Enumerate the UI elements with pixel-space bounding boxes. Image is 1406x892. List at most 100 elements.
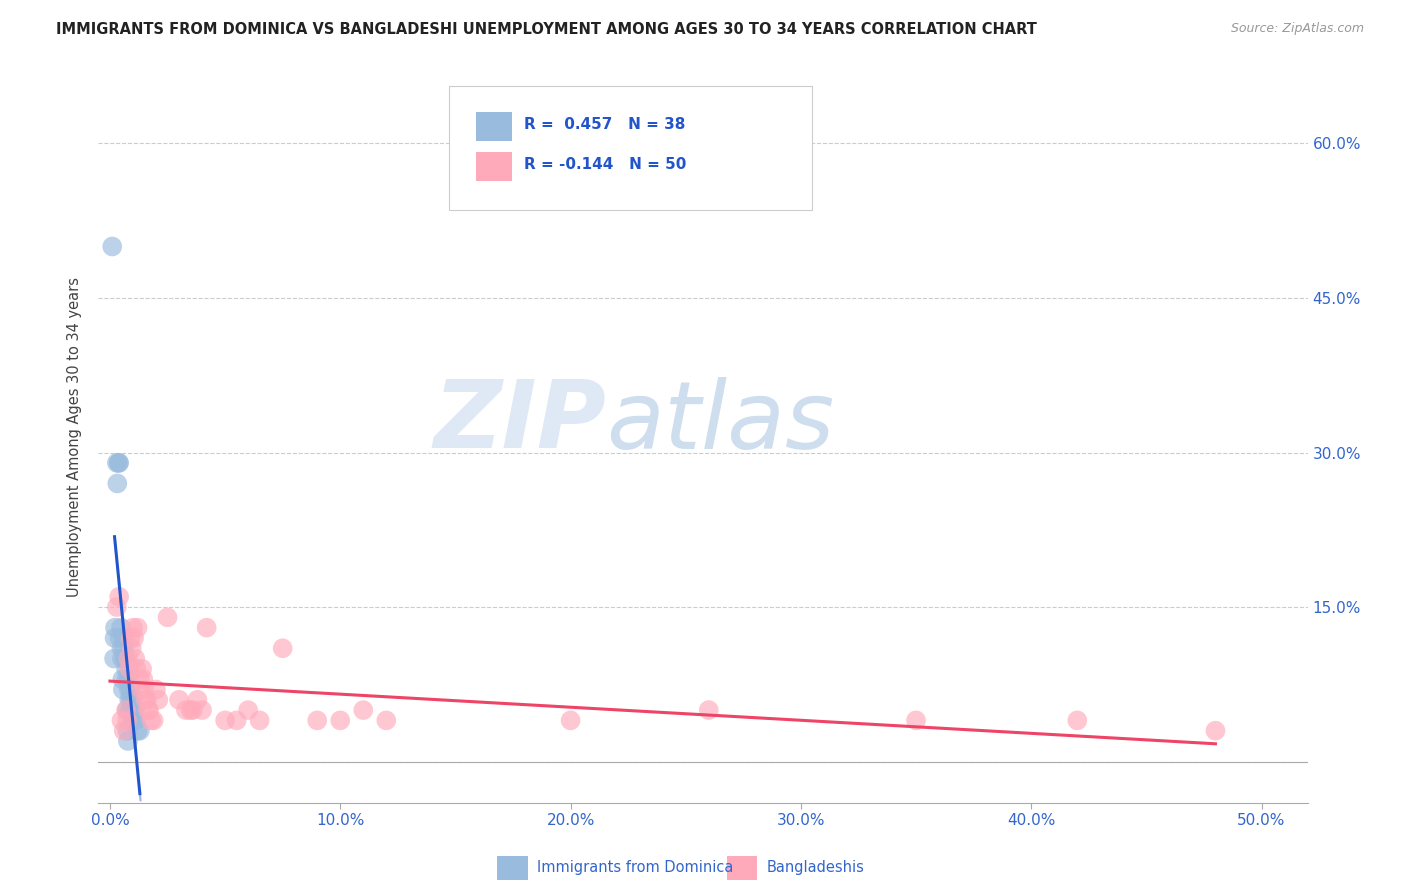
- Point: [105, 476, 128, 491]
- Point: [560, 714, 582, 728]
- Point: [117, 672, 139, 686]
- Text: Source: ZipAtlas.com: Source: ZipAtlas.com: [1230, 22, 1364, 36]
- Text: R = -0.144   N = 50: R = -0.144 N = 50: [524, 158, 686, 172]
- Point: [111, 651, 134, 665]
- Point: [112, 631, 135, 645]
- Point: [127, 723, 149, 738]
- Point: [117, 723, 139, 738]
- Point: [114, 651, 136, 665]
- Point: [115, 662, 138, 676]
- Point: [105, 600, 128, 615]
- Point: [136, 703, 159, 717]
- Point: [117, 651, 139, 665]
- Point: [120, 682, 142, 697]
- Point: [121, 714, 143, 728]
- FancyBboxPatch shape: [498, 856, 527, 880]
- Text: R =  0.457   N = 38: R = 0.457 N = 38: [524, 117, 685, 132]
- Point: [110, 641, 132, 656]
- Point: [127, 621, 149, 635]
- Point: [120, 631, 142, 645]
- Text: Bangladeshis: Bangladeshis: [768, 860, 865, 875]
- Point: [121, 703, 143, 717]
- Point: [142, 714, 165, 728]
- Point: [132, 672, 155, 686]
- Point: [115, 714, 138, 728]
- Y-axis label: Unemployment Among Ages 30 to 34 years: Unemployment Among Ages 30 to 34 years: [67, 277, 83, 597]
- Point: [115, 703, 138, 717]
- Point: [174, 703, 197, 717]
- Point: [104, 621, 127, 635]
- Point: [121, 641, 143, 656]
- Point: [112, 641, 135, 656]
- Point: [115, 703, 138, 717]
- Point: [156, 610, 179, 624]
- Point: [129, 682, 152, 697]
- Point: [122, 693, 145, 707]
- Point: [105, 456, 128, 470]
- Point: [352, 703, 374, 717]
- Point: [110, 714, 132, 728]
- Point: [307, 714, 329, 728]
- FancyBboxPatch shape: [475, 112, 512, 141]
- Point: [138, 703, 160, 717]
- Point: [236, 703, 259, 717]
- FancyBboxPatch shape: [449, 86, 811, 211]
- Point: [122, 631, 145, 645]
- Point: [329, 714, 352, 728]
- Point: [118, 693, 141, 707]
- Point: [195, 621, 218, 635]
- Point: [124, 651, 146, 665]
- Point: [225, 714, 247, 728]
- Point: [214, 714, 236, 728]
- Point: [111, 672, 134, 686]
- Text: atlas: atlas: [606, 377, 835, 468]
- Point: [122, 714, 145, 728]
- Point: [120, 693, 142, 707]
- Point: [112, 723, 135, 738]
- Point: [180, 703, 202, 717]
- Point: [118, 662, 141, 676]
- Point: [186, 693, 208, 707]
- Point: [108, 456, 131, 470]
- Point: [148, 693, 170, 707]
- Point: [145, 682, 167, 697]
- Point: [249, 714, 271, 728]
- Point: [141, 714, 163, 728]
- Point: [375, 714, 398, 728]
- Point: [135, 693, 157, 707]
- Text: ZIP: ZIP: [433, 376, 606, 468]
- Point: [114, 651, 136, 665]
- Text: IMMIGRANTS FROM DOMINICA VS BANGLADESHI UNEMPLOYMENT AMONG AGES 30 TO 34 YEARS C: IMMIGRANTS FROM DOMINICA VS BANGLADESHI …: [56, 22, 1038, 37]
- Point: [118, 703, 141, 717]
- Point: [101, 239, 124, 253]
- Point: [111, 682, 134, 697]
- Point: [124, 703, 146, 717]
- Point: [108, 631, 131, 645]
- FancyBboxPatch shape: [727, 856, 758, 880]
- Point: [697, 703, 720, 717]
- Point: [181, 703, 204, 717]
- Point: [167, 693, 190, 707]
- Point: [122, 621, 145, 635]
- Point: [117, 734, 139, 748]
- Point: [905, 714, 928, 728]
- Point: [131, 662, 153, 676]
- Point: [128, 723, 150, 738]
- Point: [128, 672, 150, 686]
- Point: [122, 703, 145, 717]
- Point: [110, 621, 132, 635]
- Point: [108, 590, 131, 604]
- Point: [134, 682, 156, 697]
- Point: [103, 651, 125, 665]
- Text: Immigrants from Dominica: Immigrants from Dominica: [537, 860, 734, 875]
- Point: [135, 693, 157, 707]
- Point: [118, 682, 141, 697]
- Point: [271, 641, 294, 656]
- Point: [125, 714, 148, 728]
- Point: [107, 456, 129, 470]
- Point: [115, 672, 138, 686]
- Point: [1066, 714, 1088, 728]
- Point: [103, 631, 125, 645]
- Point: [1204, 723, 1226, 738]
- FancyBboxPatch shape: [475, 152, 512, 181]
